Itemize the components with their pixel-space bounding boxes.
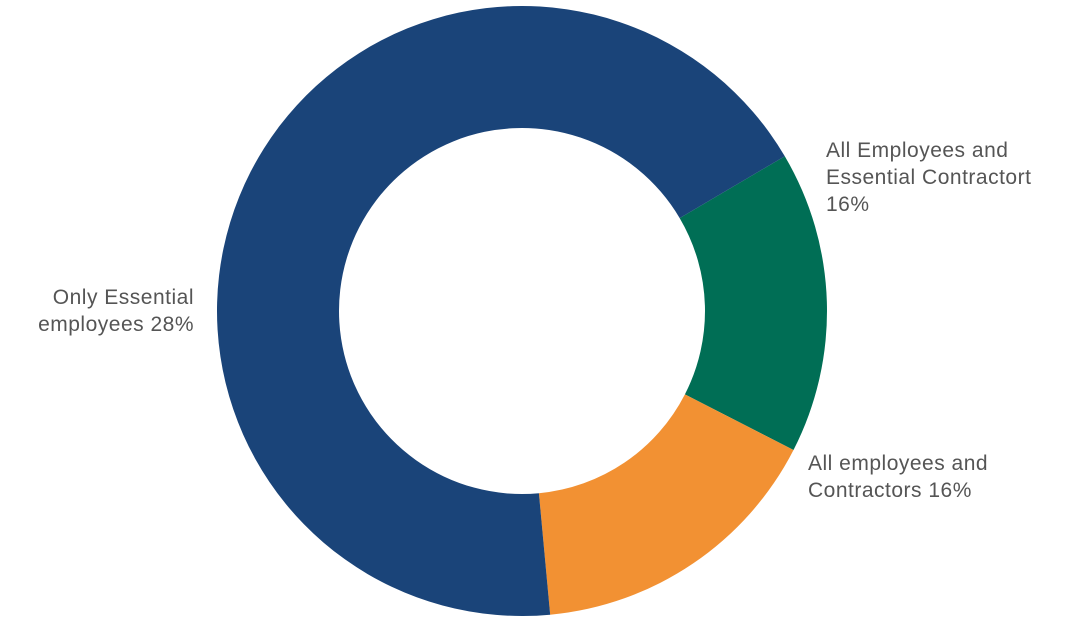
slice-label-only-essential-employees: Only Essential employees 28% <box>0 284 194 338</box>
slice-label-line: Contractors 16% <box>808 479 972 502</box>
donut-slice-blue <box>217 6 785 617</box>
slice-label-all-employees-contractors: All employees and Contractors 16% <box>808 450 988 504</box>
slice-label-all-employees-essential-contractort: All Employees and Essential Contractort … <box>826 137 1031 218</box>
slice-label-line: 16% <box>826 193 870 216</box>
slice-label-line: All employees and <box>808 452 989 475</box>
donut-slice-green <box>679 156 827 450</box>
slice-label-line: employees 28% <box>38 313 194 336</box>
slice-label-line: Essential Contractort <box>826 166 1032 189</box>
slice-label-line: Only Essential <box>52 286 194 309</box>
donut-slice-orange <box>538 394 794 615</box>
slice-label-line: All Employees and <box>826 139 1009 162</box>
